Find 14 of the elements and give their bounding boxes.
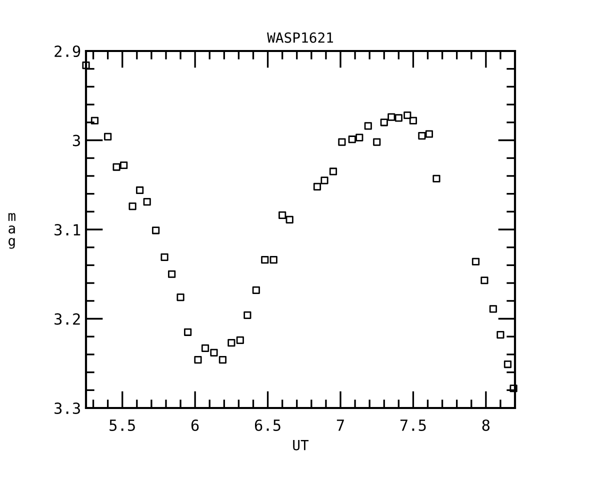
- y-tick-label: 3: [72, 134, 80, 146]
- x-tick-label: 5.5: [110, 420, 135, 432]
- x-tick-label: 8: [482, 419, 490, 432]
- x-tick-label: 6.5: [254, 419, 280, 432]
- y-tick-label: 3.2: [54, 313, 80, 325]
- y-tick-label: 2.9: [54, 46, 80, 58]
- y-tick-label: 3.1: [54, 224, 80, 236]
- x-tick-label: 7.5: [400, 420, 426, 432]
- x-tick-label: 7: [336, 420, 344, 431]
- x-axis-title: UT: [293, 440, 309, 450]
- chart-title: WASP1621: [267, 32, 334, 43]
- y-tick-label: 3.3: [54, 402, 80, 414]
- y-axis-title: mag: [8, 213, 16, 249]
- x-tick-label: 6: [191, 419, 199, 432]
